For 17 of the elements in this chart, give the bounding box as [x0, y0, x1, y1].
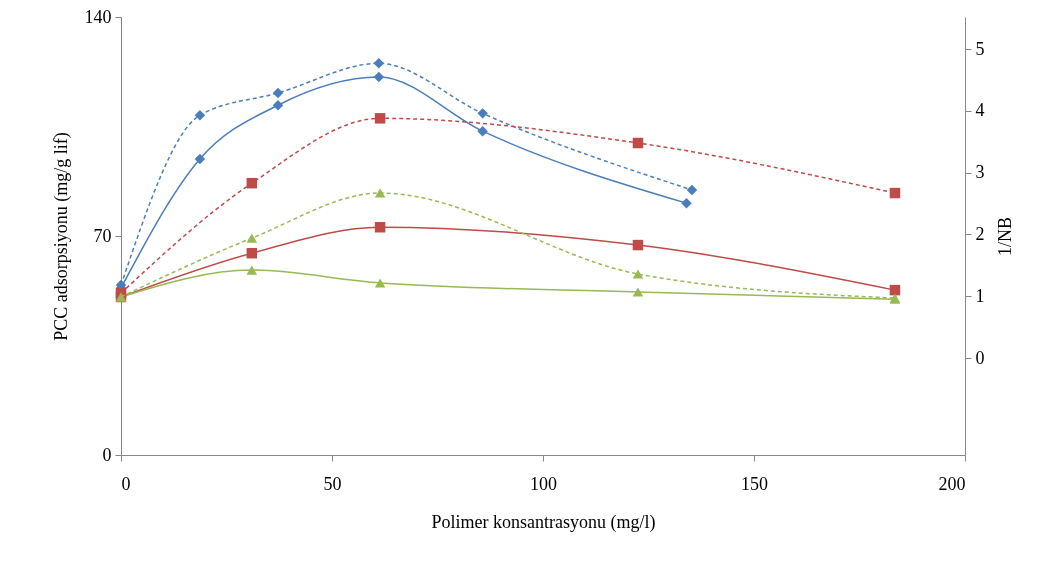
x-tick-label: 50	[323, 473, 342, 494]
x-tick-label: 150	[741, 473, 768, 494]
y-tick-label: 140	[84, 6, 112, 27]
x-axis-title: Polimer konsantrasyonu (mg/l)	[431, 511, 656, 533]
y2-tick-label: 5	[975, 38, 985, 59]
y-tick-label: 70	[93, 225, 112, 246]
x-tick-label: 100	[530, 473, 557, 494]
y2-tick-label: 0	[975, 347, 985, 368]
y2-tick-label: 2	[975, 223, 985, 244]
y2-axis-title: 1/NB	[994, 216, 1015, 257]
y-axis-title: PCC adsorpsiyonu (mg/g lif)	[50, 132, 72, 341]
x-tick-label: 200	[938, 473, 966, 494]
y2-tick-label: 4	[975, 100, 985, 121]
y-tick-label: 0	[102, 444, 112, 465]
y2-tick-label: 3	[975, 162, 985, 183]
y2-tick-label: 1	[975, 285, 985, 306]
x-tick-label: 0	[121, 473, 131, 494]
